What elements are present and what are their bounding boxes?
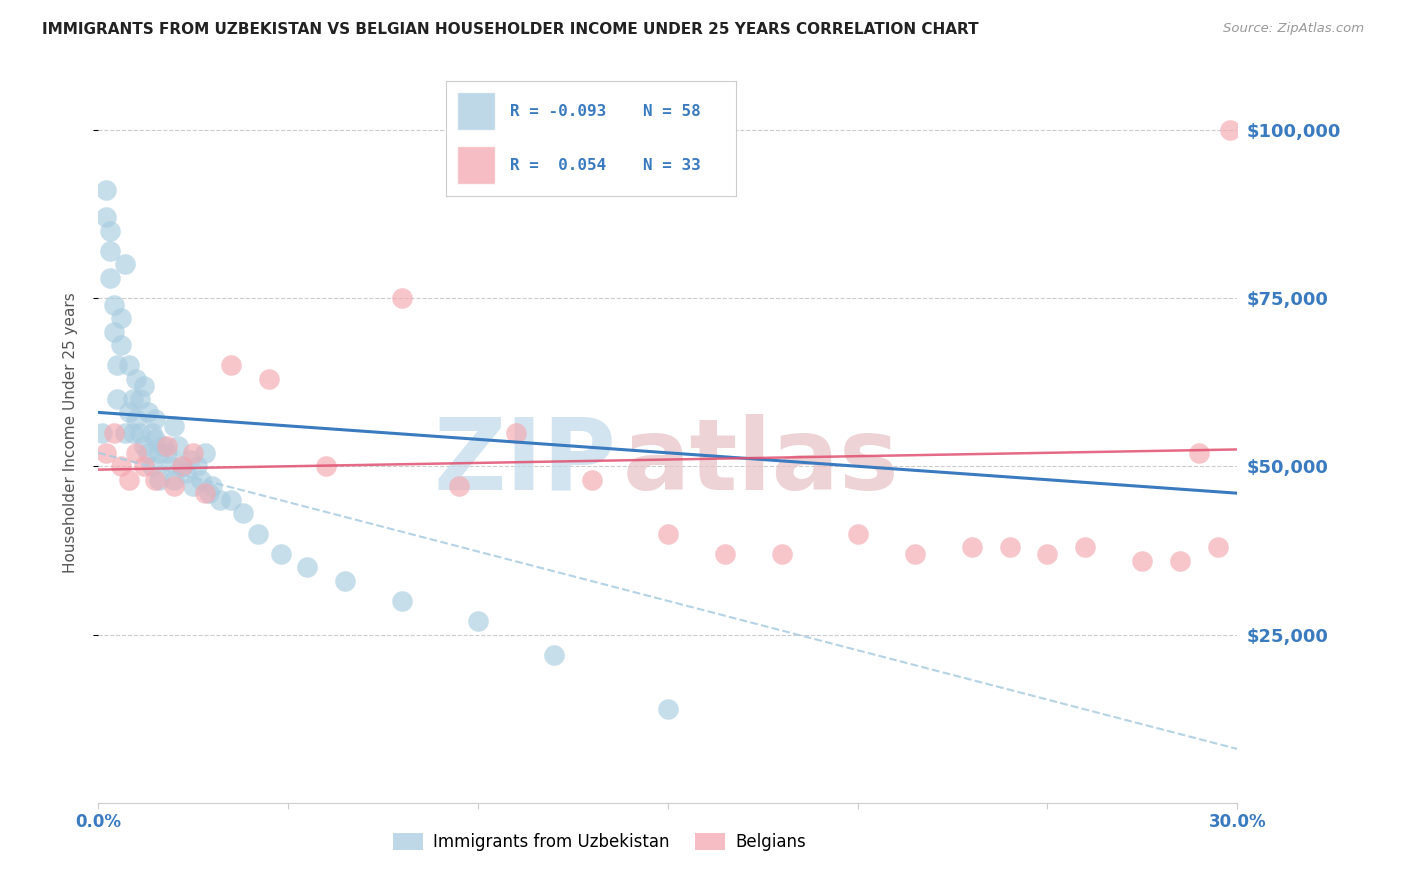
- Point: [159, 459, 181, 474]
- Point: [163, 473, 186, 487]
- Point: [1188, 446, 1211, 460]
- Point: [98, 270, 121, 285]
- Point: [103, 325, 125, 339]
- Point: [170, 459, 193, 474]
- Point: [98, 224, 121, 238]
- Point: [179, 452, 201, 467]
- Point: [148, 446, 170, 460]
- Point: [91, 425, 114, 440]
- Point: [125, 446, 148, 460]
- Point: [270, 547, 292, 561]
- Y-axis label: Householder Income Under 25 years: Householder Income Under 25 years: [63, 293, 77, 573]
- Text: ZIP: ZIP: [433, 414, 617, 511]
- Text: IMMIGRANTS FROM UZBEKISTAN VS BELGIAN HOUSEHOLDER INCOME UNDER 25 YEARS CORRELAT: IMMIGRANTS FROM UZBEKISTAN VS BELGIAN HO…: [42, 22, 979, 37]
- Point: [167, 439, 190, 453]
- Point: [232, 507, 254, 521]
- Point: [148, 473, 170, 487]
- Point: [846, 526, 869, 541]
- Point: [183, 446, 205, 460]
- Point: [1170, 553, 1192, 567]
- Point: [770, 547, 793, 561]
- Point: [94, 183, 117, 197]
- Point: [297, 560, 319, 574]
- Point: [246, 526, 269, 541]
- Point: [657, 526, 679, 541]
- Point: [449, 479, 471, 493]
- Point: [129, 425, 152, 440]
- Point: [221, 492, 243, 507]
- Point: [259, 372, 281, 386]
- Point: [505, 425, 527, 440]
- Point: [136, 405, 159, 419]
- Point: [132, 459, 155, 474]
- Point: [194, 446, 217, 460]
- Point: [163, 479, 186, 493]
- Point: [114, 425, 136, 440]
- Point: [152, 439, 174, 453]
- Point: [208, 492, 231, 507]
- Point: [1132, 553, 1154, 567]
- Point: [335, 574, 357, 588]
- Point: [1074, 540, 1097, 554]
- Point: [183, 479, 205, 493]
- Point: [1208, 540, 1230, 554]
- Point: [121, 392, 143, 406]
- Point: [190, 473, 212, 487]
- Point: [125, 412, 148, 426]
- Point: [960, 540, 983, 554]
- Point: [156, 439, 179, 453]
- Point: [110, 338, 132, 352]
- Point: [163, 418, 186, 433]
- Point: [543, 648, 565, 662]
- Point: [145, 412, 167, 426]
- Point: [141, 459, 163, 474]
- Text: Source: ZipAtlas.com: Source: ZipAtlas.com: [1223, 22, 1364, 36]
- Point: [657, 701, 679, 715]
- Point: [118, 473, 141, 487]
- Point: [132, 439, 155, 453]
- Point: [714, 547, 737, 561]
- Point: [98, 244, 121, 258]
- Point: [103, 425, 125, 440]
- Point: [136, 446, 159, 460]
- Point: [904, 547, 927, 561]
- Point: [141, 425, 163, 440]
- Point: [110, 311, 132, 326]
- Point: [129, 392, 152, 406]
- Point: [1036, 547, 1059, 561]
- Point: [132, 378, 155, 392]
- Point: [315, 459, 337, 474]
- Point: [107, 359, 129, 373]
- Point: [391, 594, 413, 608]
- Point: [174, 466, 197, 480]
- Point: [125, 372, 148, 386]
- Point: [103, 298, 125, 312]
- Point: [94, 211, 117, 225]
- Point: [221, 359, 243, 373]
- Point: [201, 479, 224, 493]
- Point: [121, 425, 143, 440]
- Point: [391, 291, 413, 305]
- Point: [170, 459, 193, 474]
- Point: [197, 486, 219, 500]
- Point: [156, 446, 179, 460]
- Point: [186, 459, 208, 474]
- Point: [145, 473, 167, 487]
- Point: [467, 614, 489, 628]
- Text: atlas: atlas: [623, 414, 898, 511]
- Point: [94, 446, 117, 460]
- Point: [145, 433, 167, 447]
- Point: [581, 473, 603, 487]
- Legend: Immigrants from Uzbekistan, Belgians: Immigrants from Uzbekistan, Belgians: [387, 826, 813, 857]
- Point: [114, 257, 136, 271]
- Point: [194, 486, 217, 500]
- Point: [1219, 122, 1241, 136]
- Point: [110, 459, 132, 474]
- Point: [118, 405, 141, 419]
- Point: [107, 392, 129, 406]
- Point: [118, 359, 141, 373]
- Point: [998, 540, 1021, 554]
